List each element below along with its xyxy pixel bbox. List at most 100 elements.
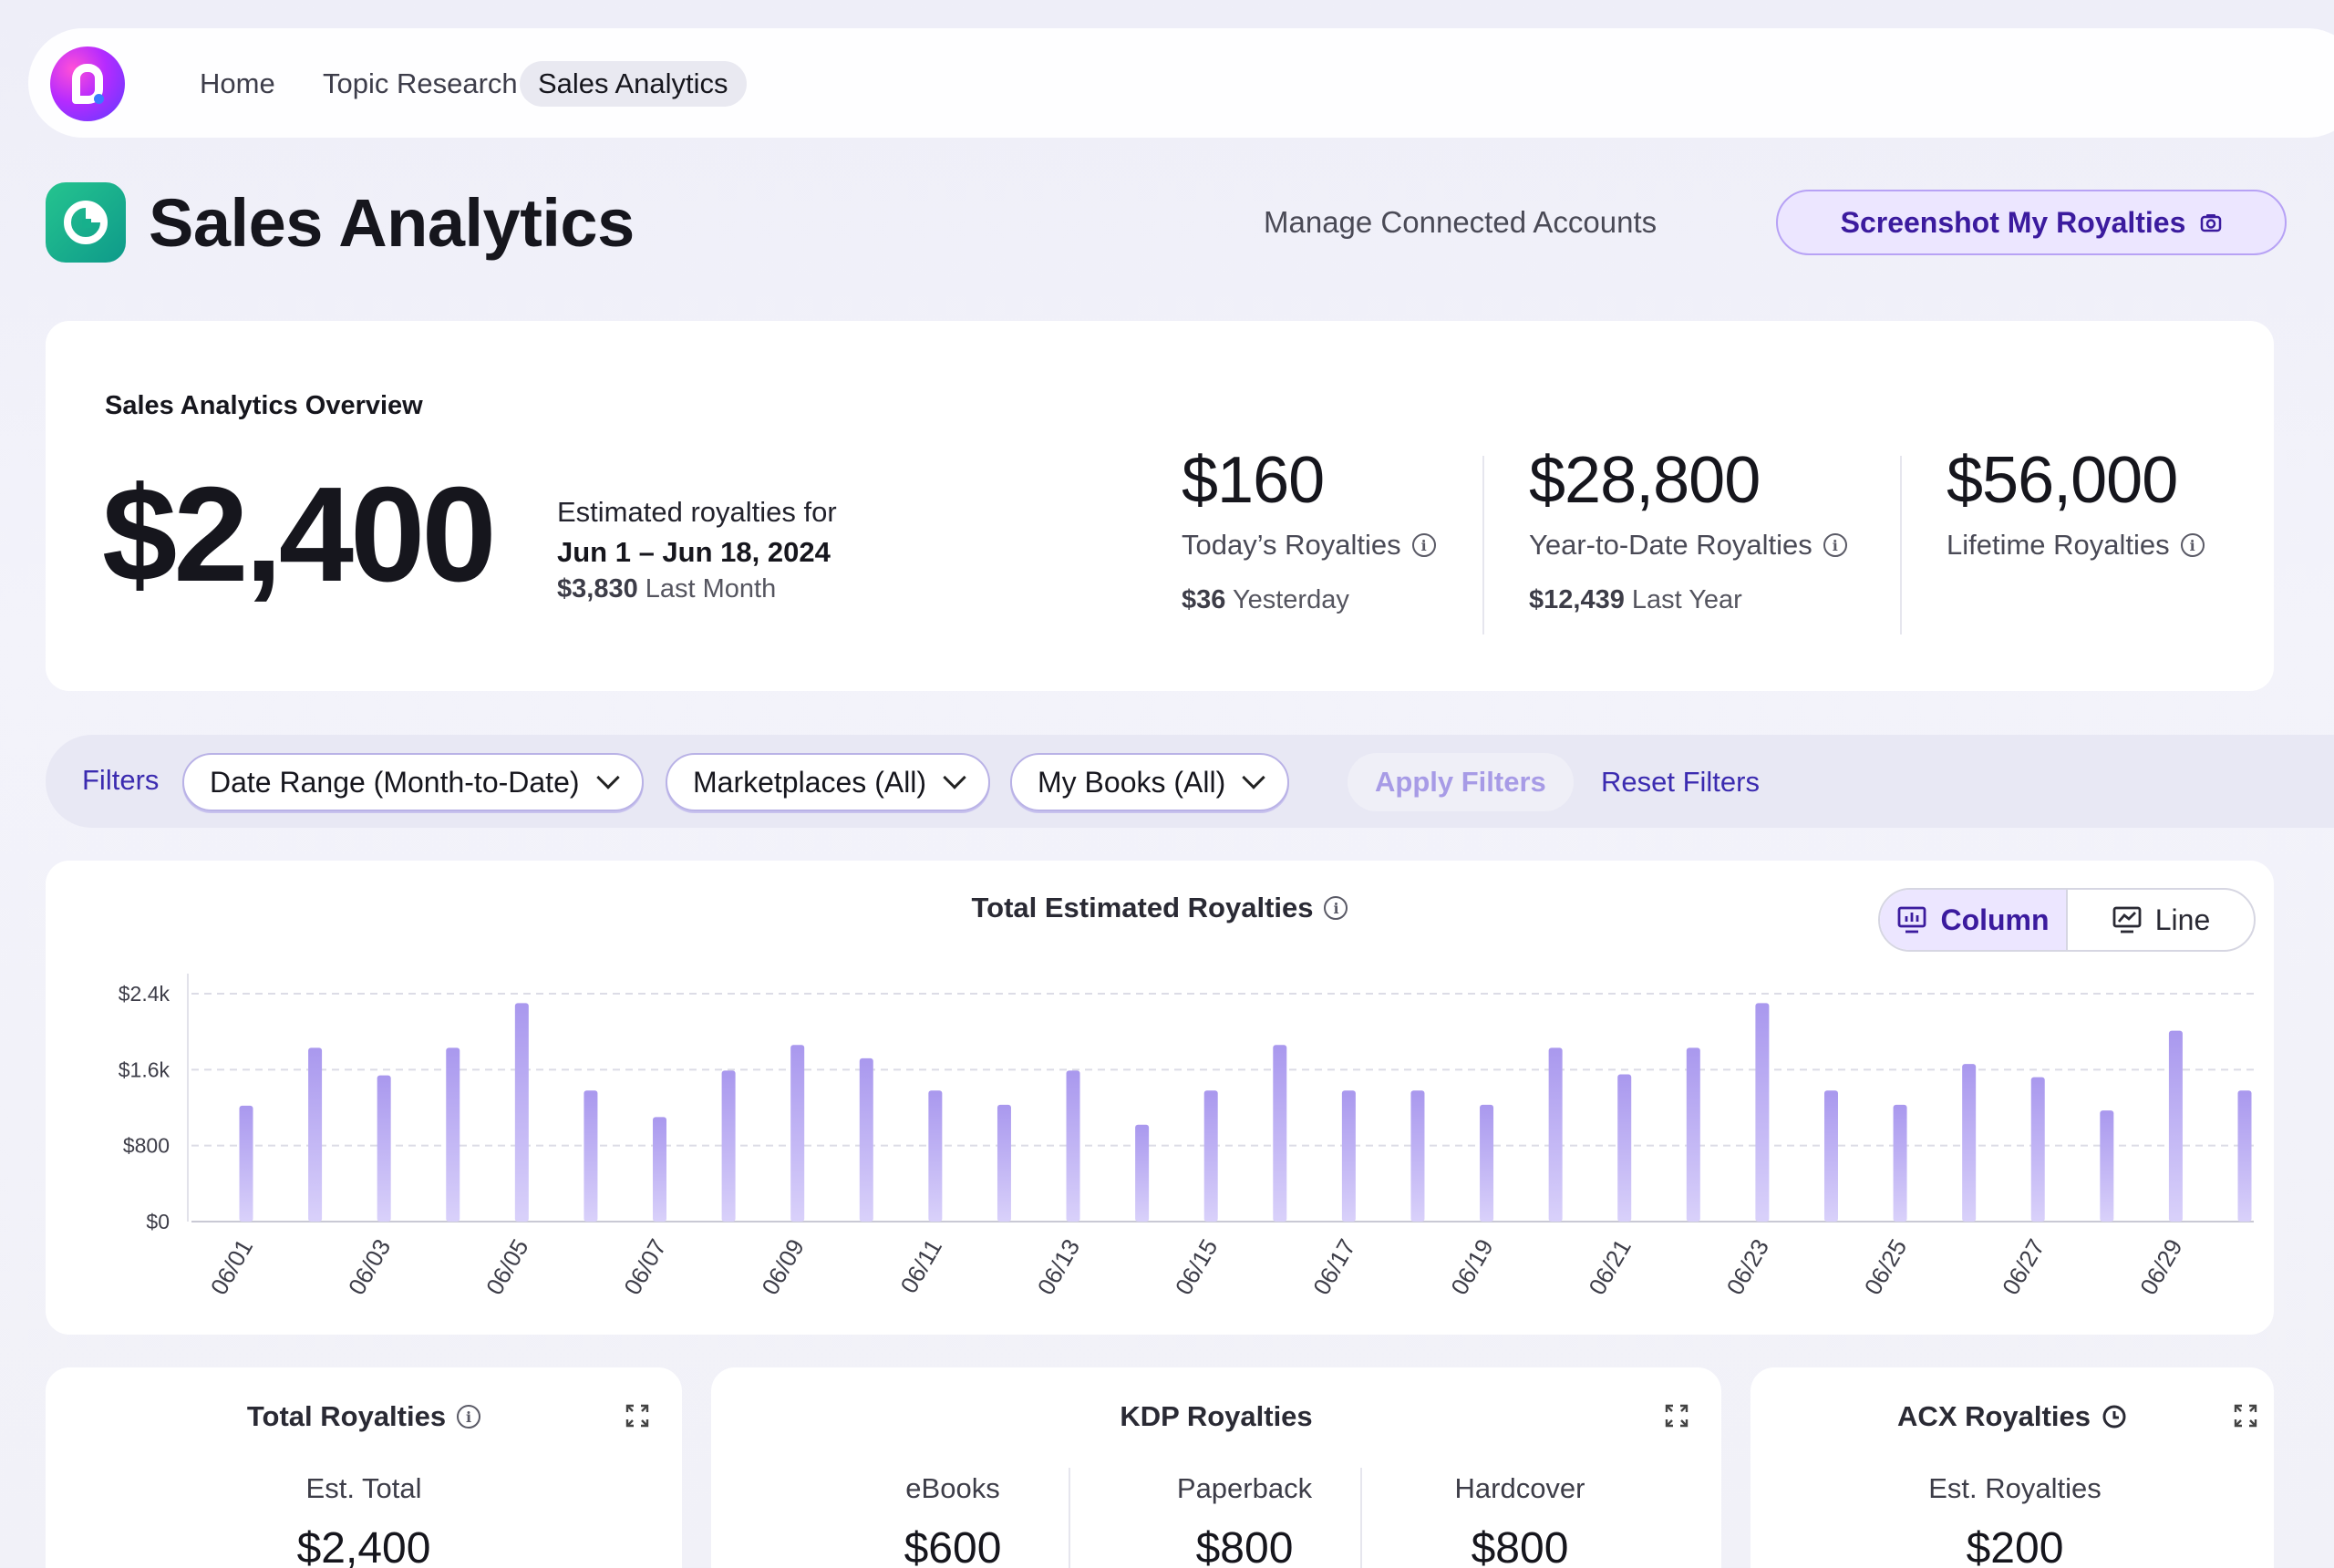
date-range-text: Jun 1 – Jun 18, 2024	[557, 536, 831, 568]
marketplaces-dropdown[interactable]: Marketplaces (All)	[666, 753, 991, 811]
chart-bar[interactable]	[859, 1057, 873, 1222]
chart-bar[interactable]	[790, 1045, 805, 1222]
line-view-label: Line	[2154, 903, 2211, 936]
chart-bar[interactable]	[1893, 1104, 1907, 1222]
card-title: KDP Royalties	[1120, 1400, 1313, 1432]
royalties-chart-card: $0 $800 $1.6k $2.4k 06/01 06/03 06/05 06/07 06/0…	[46, 861, 2274, 1335]
stat-label: Today’s Royalties	[1182, 529, 1401, 561]
chart-bar[interactable]	[1686, 1047, 1700, 1222]
stat-label: Lifetime Royalties	[1947, 529, 2170, 561]
column-view-button[interactable]: Column	[1880, 890, 2068, 950]
info-icon[interactable]: i	[2180, 533, 2205, 557]
chart-bar[interactable]	[2168, 1030, 2183, 1222]
chart-bar[interactable]	[446, 1047, 460, 1222]
stat-sub-label: Last Year	[1631, 585, 1742, 614]
chart-bar[interactable]	[2100, 1110, 2114, 1222]
y-tick-label: $1.6k	[119, 1057, 170, 1081]
overview-title: Sales Analytics Overview	[105, 391, 423, 420]
page-title: Sales Analytics	[149, 185, 635, 261]
expand-icon[interactable]	[1665, 1404, 1689, 1428]
column-view-label: Column	[1940, 903, 2050, 936]
nav-item-sales-analytics[interactable]: Sales Analytics	[520, 61, 747, 107]
chevron-down-icon	[1242, 766, 1265, 789]
kdp-ebooks: eBooks $600	[839, 1472, 1067, 1568]
stat-ytd: $28,800 Year-to-Date Royalties i $12,439 …	[1529, 439, 1847, 615]
info-icon[interactable]: i	[1324, 896, 1348, 920]
chart-bar[interactable]	[997, 1104, 1011, 1222]
x-tick-label: 06/27	[1997, 1234, 2050, 1299]
chart-bar[interactable]	[1962, 1064, 1977, 1222]
chart-bar[interactable]	[514, 1003, 529, 1222]
books-dropdown[interactable]: My Books (All)	[1010, 753, 1290, 811]
overview-card: Sales Analytics Overview $2,400 Estimate…	[46, 321, 2274, 691]
marketplaces-value: Marketplaces (All)	[693, 766, 927, 799]
screenshot-button-label: Screenshot My Royalties	[1840, 205, 2186, 239]
chart-bar[interactable]	[1410, 1090, 1425, 1222]
x-tick-label: 06/01	[205, 1234, 259, 1299]
chart-bar[interactable]	[928, 1090, 943, 1222]
nav-item-home[interactable]: Home	[200, 67, 275, 99]
chart-bar[interactable]	[239, 1105, 253, 1222]
y-tick-label: $800	[123, 1134, 170, 1158]
chart-bar[interactable]	[1135, 1124, 1150, 1222]
chart-bar[interactable]	[1755, 1003, 1770, 1222]
chart-bar[interactable]	[1548, 1047, 1563, 1222]
chart-bar[interactable]	[377, 1075, 391, 1222]
kdp-col-label: Hardcover	[1454, 1472, 1585, 1504]
chart-bar[interactable]	[1617, 1074, 1632, 1222]
line-view-button[interactable]: Line	[2068, 890, 2254, 950]
expand-icon[interactable]	[2234, 1404, 2257, 1428]
x-tick-label: 06/07	[618, 1234, 672, 1299]
manage-connected-accounts-link[interactable]: Manage Connected Accounts	[1264, 205, 1658, 239]
kdp-col-label: eBooks	[905, 1472, 1000, 1504]
chart-bar[interactable]	[1341, 1090, 1356, 1222]
card-title: Total Royalties	[246, 1400, 447, 1432]
x-tick-label: 06/25	[1859, 1234, 1913, 1299]
info-icon[interactable]: i	[1823, 533, 1847, 557]
chart-bar[interactable]	[308, 1047, 323, 1222]
info-icon[interactable]: i	[457, 1405, 481, 1429]
chart-bar[interactable]	[584, 1090, 598, 1222]
stat-today: $160 Today’s Royalties i $36 Yesterday	[1182, 439, 1436, 615]
x-tick-label: 06/29	[2134, 1234, 2188, 1299]
reset-filters-button[interactable]: Reset Filters	[1601, 766, 1760, 798]
y-tick-label: $2.4k	[119, 982, 170, 1006]
info-icon[interactable]: i	[1411, 533, 1436, 557]
chart-bar[interactable]	[1273, 1045, 1287, 1222]
kdp-hardcover: Hardcover $800	[1406, 1472, 1634, 1568]
app-logo[interactable]	[50, 46, 125, 121]
chart-bar[interactable]	[721, 1070, 736, 1222]
last-month-label: Last Month	[645, 574, 777, 603]
column-chart-icon	[1898, 906, 1926, 934]
kdp-col-value: $800	[1195, 1524, 1294, 1568]
x-tick-label: 06/09	[756, 1234, 810, 1299]
chart-bar[interactable]	[1823, 1090, 1838, 1222]
royalties-caption: Estimated royalties for	[557, 496, 837, 528]
chart-bar[interactable]	[2237, 1090, 2252, 1222]
clock-icon[interactable]	[2102, 1404, 2127, 1429]
chart-bar[interactable]	[1203, 1090, 1218, 1222]
chart-bar[interactable]	[1066, 1070, 1080, 1222]
chart-bar[interactable]	[1480, 1104, 1494, 1222]
chart-bar[interactable]	[2030, 1077, 2045, 1222]
x-tick-label: 06/15	[1170, 1234, 1224, 1299]
kdp-royalties-card: KDP Royalties eBooks $600 Paperback $800…	[711, 1367, 1721, 1568]
apply-filters-button[interactable]: Apply Filters	[1348, 753, 1574, 811]
top-nav: Home Topic Research Sales Analytics	[28, 28, 2334, 138]
stat-label: Year-to-Date Royalties	[1529, 529, 1812, 561]
x-tick-label: 06/13	[1032, 1234, 1086, 1299]
chart-type-toggle: Column Line	[1878, 888, 2256, 952]
chart-bar[interactable]	[653, 1117, 667, 1222]
nav-item-topic-research[interactable]: Topic Research	[323, 67, 518, 99]
line-chart-icon	[2112, 906, 2142, 934]
date-range-dropdown[interactable]: Date Range (Month-to-Date)	[182, 753, 644, 811]
kdp-col-value: $600	[904, 1524, 1002, 1568]
chevron-down-icon	[943, 766, 966, 789]
divider	[1900, 456, 1902, 634]
kdp-paperback: Paperback $800	[1131, 1472, 1358, 1568]
y-tick-label: $0	[146, 1210, 170, 1233]
screenshot-royalties-button[interactable]: Screenshot My Royalties	[1776, 190, 2287, 255]
divider	[1360, 1468, 1362, 1568]
expand-icon[interactable]	[625, 1404, 649, 1428]
total-royalties-card: Total Royalties i Est. Total $2,400	[46, 1367, 682, 1568]
